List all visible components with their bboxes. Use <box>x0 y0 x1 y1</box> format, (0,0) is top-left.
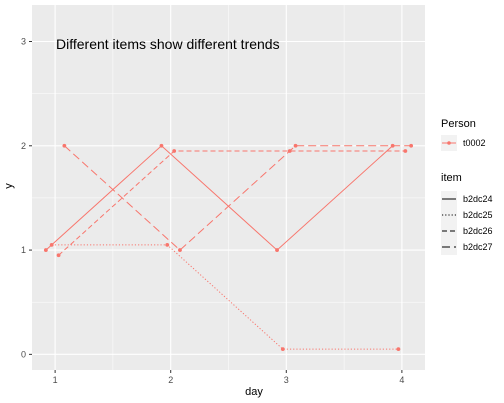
y-axis: 0 1 2 3 <box>21 37 32 359</box>
x-tick-label: 2 <box>168 375 173 385</box>
series-line-b2dc24 <box>45 145 393 251</box>
data-point-b2dc27 <box>178 248 182 252</box>
data-point-b2dc24 <box>390 143 395 148</box>
data-point-b2dc26 <box>56 253 61 258</box>
data-point-b2dc24 <box>275 248 279 252</box>
legend-person-title: Person <box>441 118 476 130</box>
y-tick-label: 1 <box>21 245 26 255</box>
data-point-b2dc25 <box>165 242 170 247</box>
data-point-b2dc26 <box>172 149 177 153</box>
y-tick-label: 2 <box>21 141 26 151</box>
legend-item-entries: b2dc24 b2dc25 b2dc26 b2dc27 <box>441 191 493 255</box>
y-tick-label: 0 <box>21 349 26 359</box>
legend: Person t0002 item b2dc24b2dc25b2dc26b2dc… <box>441 118 493 255</box>
x-tick-label: 1 <box>53 375 58 385</box>
series-layer <box>45 145 412 350</box>
legend-person-point <box>447 141 451 145</box>
data-point-b2dc24 <box>43 248 48 252</box>
points-layer <box>43 143 414 352</box>
data-point-b2dc26 <box>403 149 408 153</box>
y-axis-label: y <box>3 183 15 189</box>
trend-annotation: Different items show different trends <box>56 36 280 52</box>
x-tick-label: 4 <box>399 375 404 385</box>
data-point-b2dc25 <box>280 347 285 352</box>
data-point-b2dc27 <box>409 143 414 148</box>
legend-item-title: item <box>441 172 462 184</box>
data-point-b2dc24 <box>159 143 164 148</box>
y-tick-label: 3 <box>21 37 26 47</box>
legend-label-b2dc24: b2dc24 <box>463 194 493 204</box>
data-point-b2dc27 <box>293 143 298 148</box>
major-gridlines <box>32 5 425 370</box>
minor-gridlines <box>32 5 425 370</box>
data-point-b2dc25 <box>49 242 54 247</box>
legend-person-entry: t0002 <box>463 138 486 148</box>
x-tick-label: 3 <box>284 375 289 385</box>
data-point-b2dc25 <box>396 347 401 352</box>
series-line-b2dc26 <box>58 150 406 256</box>
x-axis: 1 2 3 4 <box>53 370 404 385</box>
series-line-b2dc25 <box>51 244 399 350</box>
legend-key-background <box>441 223 457 239</box>
legend-label-b2dc26: b2dc26 <box>463 226 493 236</box>
x-axis-label: day <box>245 386 263 398</box>
legend-label-b2dc27: b2dc27 <box>463 242 493 252</box>
data-point-b2dc27 <box>62 143 67 148</box>
series-line-b2dc27 <box>64 145 412 251</box>
data-point-b2dc26 <box>287 149 292 153</box>
legend-label-b2dc25: b2dc25 <box>463 210 493 220</box>
